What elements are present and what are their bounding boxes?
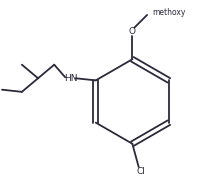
Text: O: O xyxy=(129,27,136,36)
Text: methoxy: methoxy xyxy=(152,8,186,17)
Text: Cl: Cl xyxy=(136,167,145,176)
Text: HN: HN xyxy=(64,74,77,83)
